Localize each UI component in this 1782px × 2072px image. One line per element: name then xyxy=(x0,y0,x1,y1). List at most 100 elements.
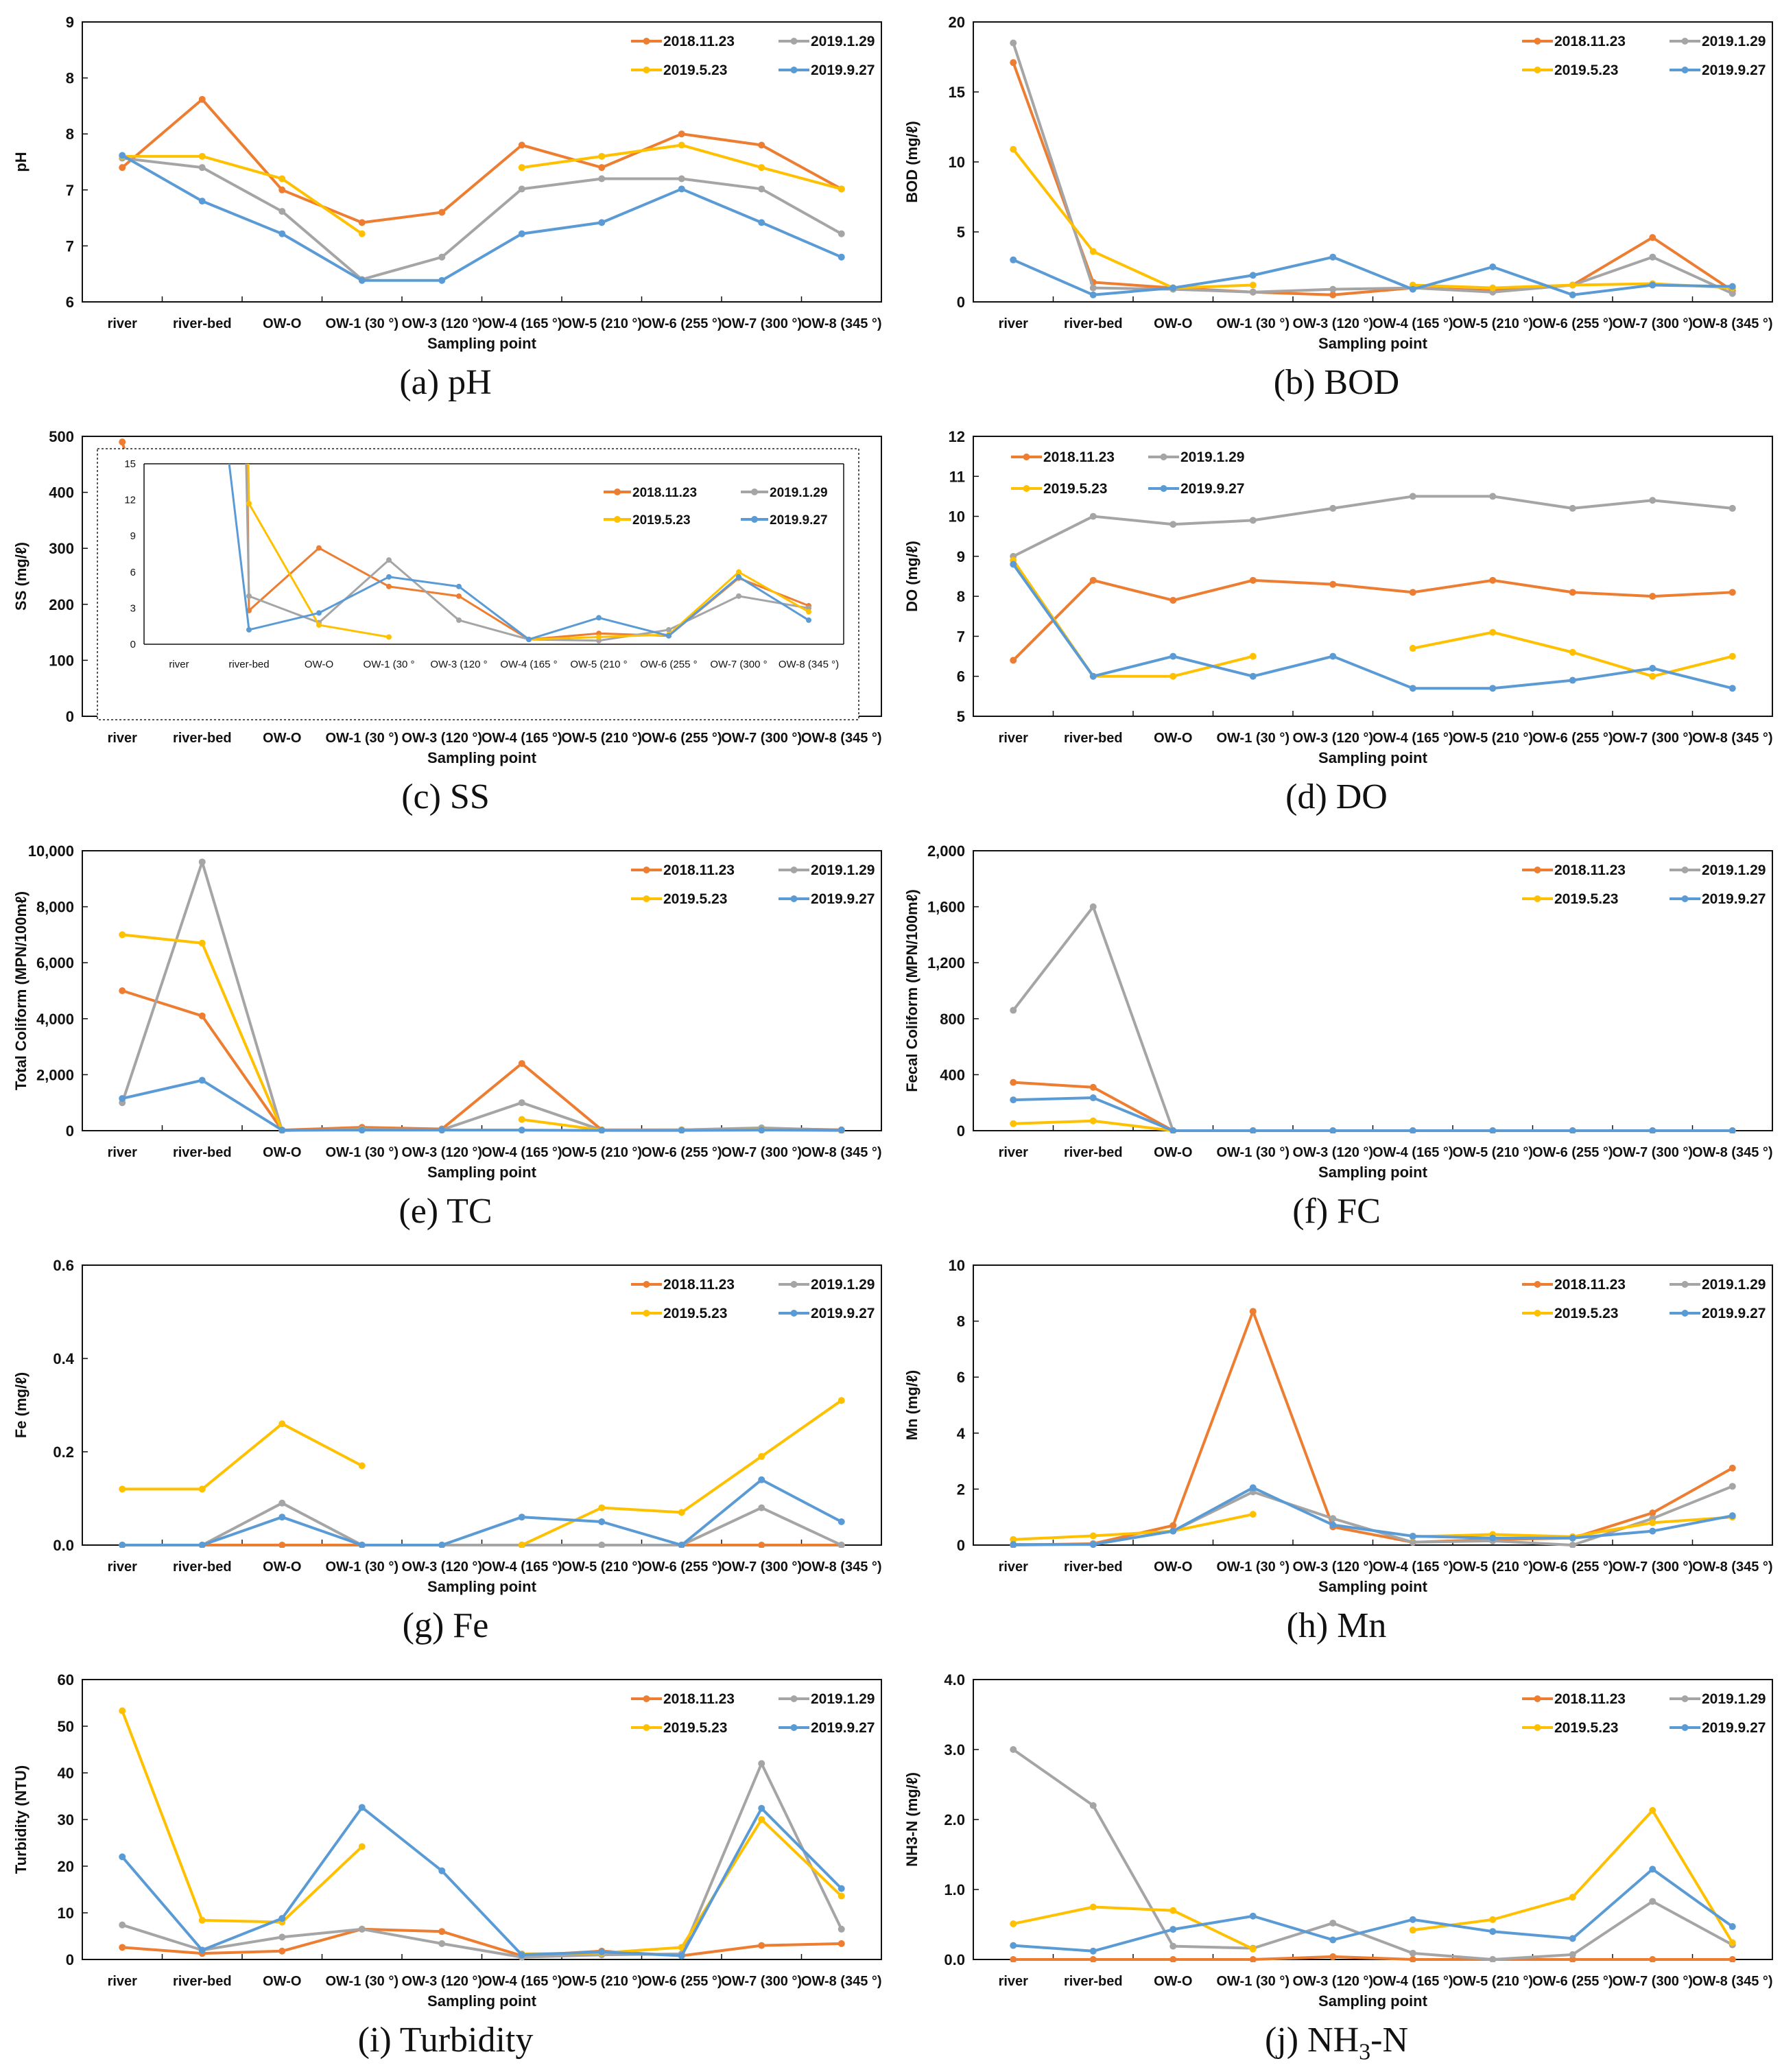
data-point-2018.11.23 xyxy=(438,209,446,216)
x-tick-label: OW-4 (165 °) xyxy=(482,1974,562,1989)
series-line-2019.1.29 xyxy=(122,156,842,281)
y-tick-label: 5 xyxy=(957,708,965,725)
y-tick-label: 2.0 xyxy=(944,1811,965,1828)
data-point-2019.9.27 xyxy=(1169,1527,1177,1535)
legend-item: 2018.11.23 xyxy=(1522,1277,1626,1293)
x-tick-label: OW-7 (300 °) xyxy=(1612,1974,1693,1989)
caption-mn: (h) Mn xyxy=(1286,1606,1387,1645)
x-tick-label: OW-6 (255 °) xyxy=(641,1559,722,1575)
legend-item: 2018.11.23 xyxy=(631,34,735,49)
legend-item: 2018.11.23 xyxy=(1522,34,1626,49)
data-point-2018.11.23 xyxy=(278,1947,286,1955)
caption-turbidity: (i) Turbidity xyxy=(357,2021,534,2060)
y-axis-title: Total Coliform (MPN/100mℓ) xyxy=(12,891,29,1090)
legend-marker-2019.9.27 xyxy=(1681,1724,1689,1731)
x-tick-label: river xyxy=(999,731,1029,746)
data-point-2019.9.27 xyxy=(1489,1127,1497,1133)
y-tick-label: 6,000 xyxy=(36,954,74,972)
data-point-2019.9.27 xyxy=(1169,1926,1177,1933)
legend-label: 2018.11.23 xyxy=(663,862,735,878)
data-point-2018.11.23 xyxy=(1649,593,1656,600)
y-axis-title: NH3-N (mg/ℓ) xyxy=(903,1772,920,1867)
x-tick-label: OW-O xyxy=(263,731,301,746)
data-point-2019.1.29 xyxy=(518,1099,525,1107)
x-tick-label: OW-4 (165 °) xyxy=(482,1559,562,1575)
data-point-2019.9.27 xyxy=(758,1804,765,1812)
y-tick-label: 2 xyxy=(957,1481,965,1498)
inset-y-tick-label: 15 xyxy=(124,458,136,470)
legend-marker-2019.1.29 xyxy=(790,1281,798,1288)
legend-label: 2019.9.27 xyxy=(1702,1306,1766,1321)
data-point-2019.9.27 xyxy=(678,1542,685,1548)
plot-frame xyxy=(82,850,882,1131)
x-tick-label: OW-5 (210 °) xyxy=(1452,731,1533,746)
series-line-2019.9.27 xyxy=(1012,563,1733,690)
legend-marker-2019.5.23 xyxy=(614,516,621,523)
legend-marker-2019.5.23 xyxy=(1534,895,1541,902)
inset-data-point-2019.9.27 xyxy=(456,583,462,589)
x-tick-label: OW-3 (120 °) xyxy=(1292,1559,1373,1575)
y-tick-label: 0 xyxy=(957,294,965,311)
data-point-2018.11.23 xyxy=(198,95,206,103)
inset-data-point-2019.1.29 xyxy=(456,617,462,623)
x-tick-label: river xyxy=(108,731,138,746)
inset-x-tick-label: OW-O xyxy=(305,659,333,670)
series-line-2019.9.27 xyxy=(121,1806,843,1957)
data-point-2019.9.27 xyxy=(1409,1127,1416,1133)
chart-panel-tc: 0 2,000 4,000 6,000 8,000 10,000 river river-be… xyxy=(0,829,891,1243)
series-line-2019.9.27 xyxy=(122,1478,842,1546)
mn-chart: 0 2 4 6 8 10 river river-bed OW-O OW-1 (30 °) OW-3… xyxy=(903,1257,1773,1595)
y-axis-title: Fecal Coliform (MPN/100mℓ) xyxy=(903,889,920,1092)
y-tick-label: 8 xyxy=(957,588,965,605)
series-line-2018.11.23 xyxy=(1012,62,1733,296)
data-point-2019.9.27 xyxy=(198,1946,206,1954)
legend-label: 2019.5.23 xyxy=(1043,481,1107,497)
data-point-2018.11.23 xyxy=(1010,1079,1017,1086)
x-tick-label: OW-1 (30 °) xyxy=(326,1974,399,1989)
data-point-2019.1.29 xyxy=(598,1542,606,1548)
legend-item: 2018.11.23 xyxy=(631,1277,735,1293)
x-axis-title: Sampling point xyxy=(1318,1992,1428,2010)
y-tick-label: 400 xyxy=(940,1066,965,1083)
data-point-2019.9.27 xyxy=(1409,285,1416,293)
series-line-2019.1.29 xyxy=(1012,495,1733,558)
chart-panel-turbidity: 0 10 20 30 40 50 60 river river-bed OW-O OW-1 (30 … xyxy=(0,1658,891,2072)
data-point-2019.5.23 xyxy=(119,1485,126,1493)
series-line-2019.1.29 xyxy=(1012,1748,1733,1961)
data-point-2019.9.27 xyxy=(1569,1935,1576,1942)
y-tick-label: 1,600 xyxy=(927,899,965,916)
x-tick-label: OW-O xyxy=(263,316,301,331)
series-line-2019.9.27 xyxy=(1012,255,1733,296)
data-point-2018.11.23 xyxy=(119,987,126,994)
series-line-2018.11.23 xyxy=(122,1927,842,1957)
y-tick-label: 40 xyxy=(58,1765,74,1782)
series-line-2018.11.23 xyxy=(1013,1955,1733,1961)
data-point-2018.11.23 xyxy=(1649,1956,1656,1962)
legend-marker-2019.9.27 xyxy=(1681,895,1689,902)
data-point-2019.1.29 xyxy=(1089,903,1097,910)
caption-fc: (f) FC xyxy=(1292,1192,1381,1231)
data-point-2019.5.23 xyxy=(598,152,606,160)
data-point-2018.11.23 xyxy=(1089,576,1097,584)
data-point-2018.11.23 xyxy=(119,1944,126,1951)
data-point-2019.5.23 xyxy=(837,1892,845,1900)
y-tick-label: 5 xyxy=(957,224,965,241)
legend-marker-2019.5.23 xyxy=(1534,1724,1541,1731)
legend-item: 2018.11.23 xyxy=(631,862,735,878)
x-axis-title: Sampling point xyxy=(1318,1164,1428,1181)
data-point-2019.9.27 xyxy=(837,253,845,261)
data-point-2019.9.27 xyxy=(758,219,765,226)
legend-label: 2019.5.23 xyxy=(663,1720,727,1736)
data-point-2019.9.27 xyxy=(1249,1484,1257,1492)
legend-label: 2018.11.23 xyxy=(632,486,697,500)
chart-panel-fc: 0 400 800 1,200 1,600 2,000 river river-bed OW-O… xyxy=(891,829,1782,1243)
data-point-2019.1.29 xyxy=(1728,1483,1736,1490)
x-tick-label: river-bed xyxy=(173,316,232,331)
data-point-2019.9.27 xyxy=(1249,272,1257,279)
y-tick-label: 8,000 xyxy=(36,899,74,916)
x-tick-label: river xyxy=(108,1559,138,1575)
data-point-2019.5.23 xyxy=(758,1452,765,1460)
x-tick-label: OW-6 (255 °) xyxy=(641,731,722,746)
legend-label: 2018.11.23 xyxy=(1554,34,1626,49)
legend-item: 2019.5.23 xyxy=(631,1720,727,1736)
